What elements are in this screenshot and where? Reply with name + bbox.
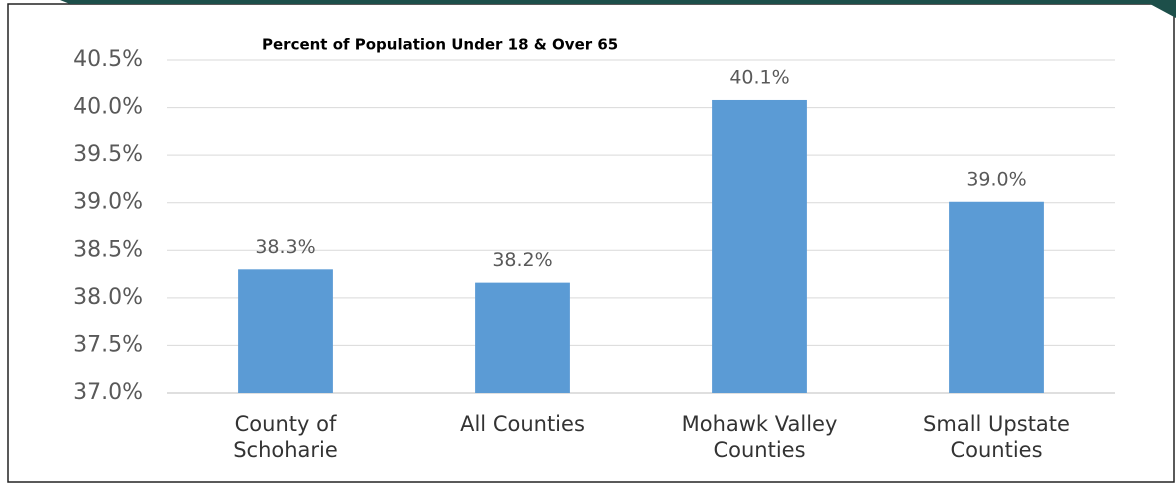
x-tick-label-box: Mohawk Valley Counties bbox=[681, 412, 838, 462]
bar bbox=[238, 269, 333, 393]
x-tick-label: Mohawk Valley Counties bbox=[681, 412, 838, 462]
x-tick-label-box: Small Upstate Counties bbox=[923, 412, 1070, 462]
y-tick-label: 37.0% bbox=[73, 380, 143, 405]
bar bbox=[712, 99, 807, 394]
data-label: 40.1% bbox=[729, 66, 789, 88]
x-tick-label-box: County of Schoharie bbox=[233, 412, 338, 462]
x-tick-label-box: All Counties bbox=[460, 412, 585, 436]
header-edge bbox=[60, 0, 1176, 18]
x-tick-label: County of Schoharie bbox=[233, 412, 338, 462]
y-tick-label: 40.5% bbox=[73, 47, 143, 72]
y-tick-label: 37.5% bbox=[73, 332, 143, 357]
data-label: 39.0% bbox=[966, 168, 1026, 190]
data-label: 38.3% bbox=[255, 236, 315, 258]
y-tick-label: 38.5% bbox=[73, 237, 143, 262]
x-tick-label: All Counties bbox=[460, 412, 585, 436]
bar bbox=[475, 282, 570, 393]
chart-title: Percent of Population Under 18 & Over 65 bbox=[262, 36, 618, 54]
y-tick-label: 39.0% bbox=[73, 190, 143, 215]
y-tick-label: 38.0% bbox=[73, 285, 143, 310]
y-tick-label: 39.5% bbox=[73, 142, 143, 167]
x-tick-label: Small Upstate Counties bbox=[923, 412, 1070, 462]
data-label: 38.2% bbox=[492, 249, 552, 271]
y-tick-label: 40.0% bbox=[73, 95, 143, 120]
bar bbox=[949, 201, 1044, 393]
